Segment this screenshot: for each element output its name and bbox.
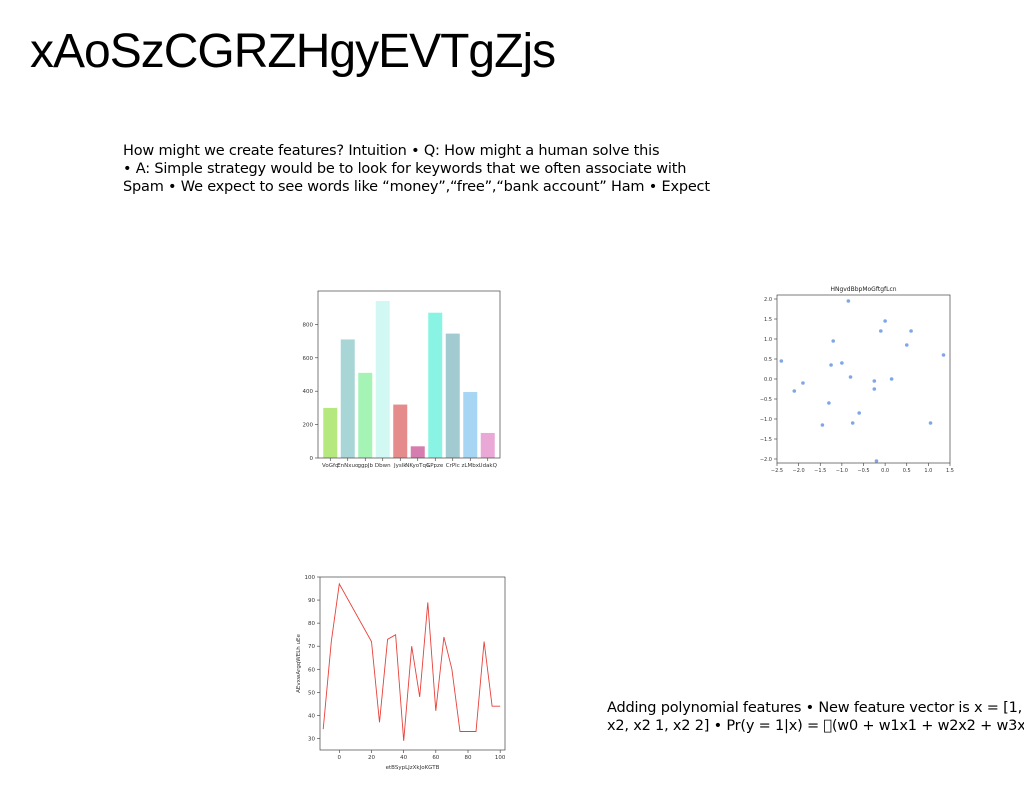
- scatter-point: [883, 319, 887, 323]
- x-tick-label: 1.0: [924, 468, 932, 474]
- y-tick-label: 90: [308, 598, 315, 604]
- x-tick-label: VoGfq: [322, 463, 338, 469]
- y-tick-label: 40: [308, 713, 315, 719]
- scatter-point: [889, 377, 894, 381]
- paragraph-line: • A: Simple strategy would be to look fo…: [123, 161, 687, 177]
- y-axis-label: AEvxwArgqWELh uEe: [296, 634, 302, 693]
- y-tick-label: 80: [308, 621, 315, 627]
- scatter-point: [904, 343, 909, 347]
- x-tick-label: NKyoTqG: [405, 463, 430, 469]
- bar: [445, 333, 460, 458]
- paragraph-line: How might we create features? Intuition …: [123, 143, 660, 159]
- x-tick-label: −1.0: [836, 468, 848, 474]
- y-tick-label: 800: [303, 322, 314, 328]
- plot-frame: [319, 576, 506, 751]
- x-tick-label: 1.5: [946, 468, 954, 474]
- x-tick-label: −2.0: [793, 468, 805, 474]
- bar: [358, 372, 373, 458]
- x-tick-label: 40: [400, 755, 407, 761]
- scatter-point: [829, 363, 833, 367]
- polynomial-features-paragraph: Adding polynomial features • New feature…: [607, 699, 1024, 735]
- bar: [410, 446, 425, 458]
- scatter-point: [928, 421, 933, 425]
- y-tick-label: 50: [308, 690, 315, 696]
- scatter-chart: HNgvdBbpMoGftgfLcn −2.0 −1.5 −1.0 −0.5 0.0 0.5…: [760, 286, 954, 474]
- x-axis-label: etBSypLJzXkJoKGTB: [386, 765, 440, 771]
- plot-frame: [776, 294, 951, 464]
- y-tick-label: −1.0: [760, 417, 772, 423]
- paragraph-line: Adding polynomial features • New feature…: [607, 700, 1023, 716]
- slide-title: xAoSzCGRZHgyEVTgZjs: [30, 25, 556, 78]
- bar: [428, 312, 443, 458]
- scatter-point: [831, 339, 836, 343]
- x-tick-label: LPpze: [427, 463, 444, 469]
- bar: [393, 404, 408, 458]
- x-tick-label: Jyslk: [393, 463, 407, 469]
- x-tick-label: ggpJb: [357, 463, 373, 469]
- y-tick-label: 0.0: [764, 377, 772, 383]
- scatter-point: [801, 381, 805, 385]
- line-chart: 30 40 50 60 70 80 90 100 0 20 40 60 80 100 etBSypLJzXk…: [296, 575, 506, 771]
- y-tick-label: 2.0: [764, 297, 772, 303]
- y-tick-label: 0.5: [764, 357, 772, 363]
- y-tick-label: 1.0: [764, 337, 772, 343]
- chart-title: HNgvdBbpMoGftgfLcn: [830, 286, 896, 293]
- x-tick-label: EnNxuo: [337, 463, 359, 469]
- y-tick-label: 200: [303, 423, 314, 429]
- y-tick-label: 0: [310, 456, 314, 462]
- y-tick-label: −2.0: [760, 457, 772, 463]
- bar: [375, 301, 390, 458]
- scatter-point: [820, 423, 825, 427]
- scatter-point: [846, 299, 851, 303]
- intuition-paragraph: How might we create features? Intuition …: [123, 142, 763, 196]
- x-tick-label: zLMbx: [462, 463, 480, 469]
- scatter-point: [872, 387, 877, 391]
- bar: [340, 339, 355, 458]
- scatter-point: [848, 375, 853, 379]
- x-tick-label: 0.0: [881, 468, 889, 474]
- x-tick-label: UdakQ: [479, 463, 498, 469]
- y-tick-label: 600: [303, 356, 314, 362]
- scatter-point: [909, 329, 913, 333]
- x-tick-label: 100: [495, 755, 506, 761]
- bar: [463, 392, 478, 458]
- x-tick-label: −1.5: [814, 468, 826, 474]
- y-tick-label: 100: [305, 575, 316, 581]
- bar: [480, 432, 495, 458]
- y-tick-label: −1.5: [760, 437, 772, 443]
- series-line: [322, 582, 501, 741]
- plot-frame: [317, 290, 501, 459]
- y-tick-label: 30: [308, 736, 315, 742]
- y-tick-label: −0.5: [760, 397, 772, 403]
- scatter-point: [850, 421, 855, 425]
- scatter-point: [779, 359, 784, 363]
- x-tick-label: CrPlc: [446, 463, 460, 469]
- y-tick-label: 400: [303, 389, 314, 395]
- scatter-point: [874, 459, 879, 463]
- y-tick-label: 60: [308, 667, 315, 673]
- x-tick-label: −0.5: [857, 468, 869, 474]
- bar: [323, 407, 338, 458]
- x-tick-label: −2.5: [771, 468, 783, 474]
- scatter-point: [941, 353, 946, 357]
- x-tick-label: 80: [465, 755, 472, 761]
- x-tick-label: 0.5: [903, 468, 911, 474]
- scatter-point: [840, 361, 844, 365]
- y-tick-label: 1.5: [764, 317, 772, 323]
- x-tick-label: Dbwn: [375, 463, 391, 469]
- y-tick-label: 70: [308, 644, 315, 650]
- scatter-point: [872, 379, 877, 383]
- x-tick-label: 20: [368, 755, 375, 761]
- scatter-point: [827, 401, 831, 405]
- paragraph-line: Spam • We expect to see words like “mone…: [123, 179, 710, 195]
- x-tick-label: 0: [338, 755, 342, 761]
- paragraph-line: x2, x2 1, x2 2] • Pr(y = 1|x) =  (w0 + w…: [607, 718, 1024, 734]
- x-tick-label: 60: [432, 755, 439, 761]
- scatter-point: [792, 389, 797, 393]
- scatter-point: [857, 411, 861, 415]
- scatter-point: [879, 329, 883, 333]
